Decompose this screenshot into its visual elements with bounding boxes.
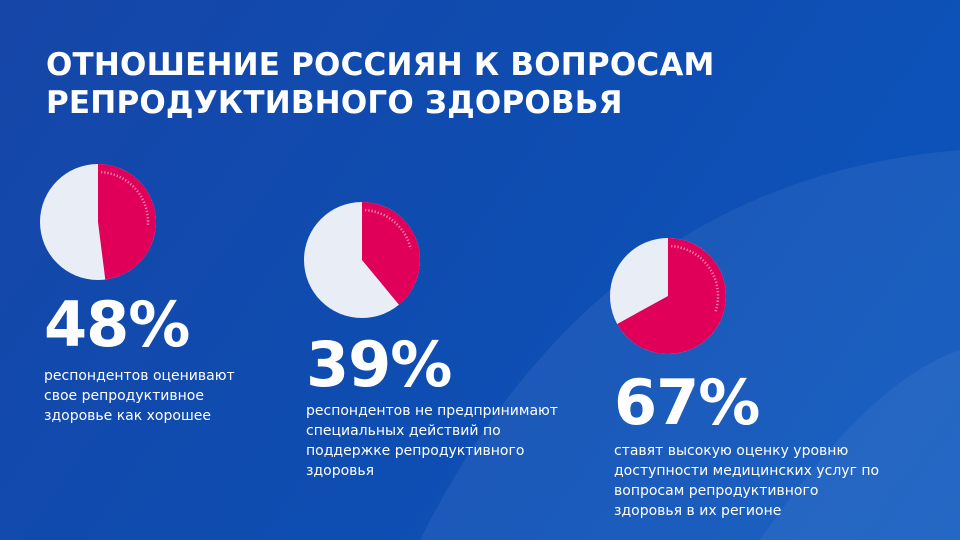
pie-slice-value bbox=[362, 202, 420, 305]
stat-value-2: 39% bbox=[306, 328, 452, 401]
stat-value-1: 48% bbox=[44, 288, 190, 361]
pie-chart-2 bbox=[304, 202, 420, 318]
pie-chart-3 bbox=[610, 238, 726, 354]
pie-highlight bbox=[365, 208, 412, 250]
page-title-line-1: ОТНОШЕНИЕ РОССИЯН К ВОПРОСАМ bbox=[46, 47, 715, 83]
pie-chart-1 bbox=[40, 164, 157, 280]
pie-slice-value bbox=[98, 164, 157, 280]
pie-slice-value bbox=[617, 238, 726, 354]
stat-description-3: ставят высокую оценку уровню доступности… bbox=[614, 443, 880, 519]
page-title-line-2: РЕПРОДУКТИВНОГО ЗДОРОВЬЯ bbox=[46, 85, 623, 121]
pie-highlight bbox=[671, 244, 720, 312]
stat-value-3: 67% bbox=[614, 366, 760, 439]
stat-description-2: респондентов не предпринимают специальны… bbox=[306, 403, 558, 479]
stat-description-1: респондентов оценивают свое репродуктивн… bbox=[44, 368, 235, 424]
page-title: ОТНОШЕНИЕ РОССИЯН К ВОПРОСАМ РЕПРОДУКТИВ… bbox=[46, 46, 866, 122]
